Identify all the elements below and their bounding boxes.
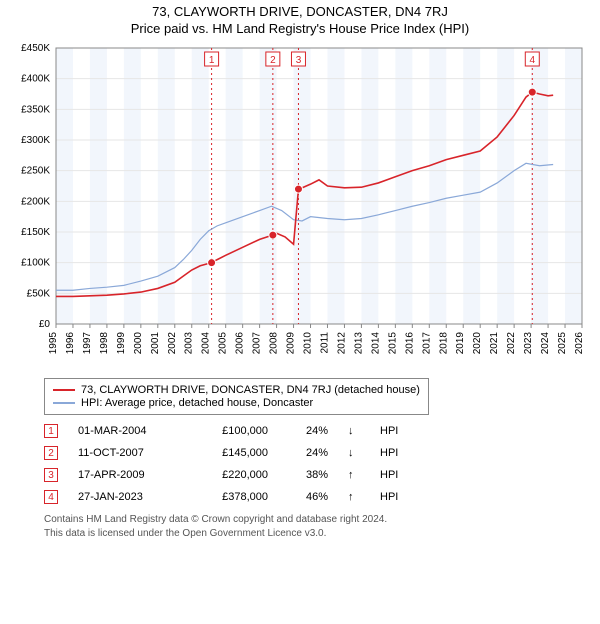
summary-row: 4 27-JAN-2023 £378,000 46% ↑ HPI: [44, 489, 600, 505]
summary-price: £220,000: [198, 469, 268, 481]
arrow-up-icon: ↑: [348, 469, 360, 481]
title-subtitle: Price paid vs. HM Land Registry's House …: [0, 21, 600, 36]
summary-pct: 24%: [288, 447, 328, 459]
svg-text:3: 3: [296, 55, 302, 66]
svg-text:2022: 2022: [506, 332, 517, 355]
svg-text:2003: 2003: [184, 332, 195, 355]
summary-pct: 46%: [288, 491, 328, 503]
svg-text:2020: 2020: [472, 332, 483, 355]
title-address: 73, CLAYWORTH DRIVE, DONCASTER, DN4 7RJ: [0, 4, 600, 19]
svg-text:1: 1: [209, 55, 215, 66]
summary-index-box: 2: [44, 446, 58, 460]
summary-price: £145,000: [198, 447, 268, 459]
svg-text:2007: 2007: [252, 332, 263, 355]
arrow-down-icon: ↓: [348, 425, 360, 437]
svg-text:2010: 2010: [303, 332, 314, 355]
legend-swatch: [53, 389, 75, 391]
legend-label: 73, CLAYWORTH DRIVE, DONCASTER, DN4 7RJ …: [81, 384, 420, 396]
svg-text:2011: 2011: [319, 332, 330, 354]
svg-text:£0: £0: [39, 319, 51, 330]
summary-price: £378,000: [198, 491, 268, 503]
svg-text:2024: 2024: [540, 332, 551, 355]
svg-text:2013: 2013: [353, 332, 364, 355]
svg-text:2017: 2017: [421, 332, 432, 355]
svg-text:2: 2: [270, 55, 276, 66]
summary-row: 1 01-MAR-2004 £100,000 24% ↓ HPI: [44, 423, 600, 439]
legend: 73, CLAYWORTH DRIVE, DONCASTER, DN4 7RJ …: [44, 378, 429, 415]
summary-hpi-label: HPI: [380, 425, 420, 437]
svg-text:2025: 2025: [557, 332, 568, 355]
summary-date: 01-MAR-2004: [78, 425, 178, 437]
svg-text:2001: 2001: [150, 332, 161, 355]
svg-text:£250K: £250K: [21, 166, 50, 177]
legend-label: HPI: Average price, detached house, Donc…: [81, 397, 313, 409]
summary-pct: 38%: [288, 469, 328, 481]
summary-hpi-label: HPI: [380, 469, 420, 481]
svg-text:2016: 2016: [404, 332, 415, 355]
summary-index-box: 4: [44, 490, 58, 504]
transaction-summary: 1 01-MAR-2004 £100,000 24% ↓ HPI 2 11-OCT-2007 £…: [44, 423, 600, 505]
svg-text:2026: 2026: [574, 332, 585, 355]
summary-index-box: 3: [44, 468, 58, 482]
svg-text:2008: 2008: [269, 332, 280, 355]
svg-text:1999: 1999: [116, 332, 127, 355]
svg-text:2012: 2012: [336, 332, 347, 355]
summary-hpi-label: HPI: [380, 447, 420, 459]
svg-text:£450K: £450K: [21, 43, 50, 54]
summary-date: 27-JAN-2023: [78, 491, 178, 503]
summary-date: 17-APR-2009: [78, 469, 178, 481]
summary-date: 11-OCT-2007: [78, 447, 178, 459]
svg-text:£300K: £300K: [21, 135, 50, 146]
svg-text:2005: 2005: [218, 332, 229, 355]
svg-text:£200K: £200K: [21, 196, 50, 207]
svg-text:1998: 1998: [99, 332, 110, 355]
footer-attribution: Contains HM Land Registry data © Crown c…: [44, 513, 600, 540]
svg-text:2014: 2014: [370, 332, 381, 355]
summary-index-box: 1: [44, 424, 58, 438]
footer-line1: Contains HM Land Registry data © Crown c…: [44, 513, 600, 527]
svg-text:2006: 2006: [235, 332, 246, 355]
legend-swatch: [53, 402, 75, 404]
svg-text:1995: 1995: [48, 332, 59, 355]
svg-text:£100K: £100K: [21, 258, 50, 269]
summary-pct: 24%: [288, 425, 328, 437]
svg-text:2018: 2018: [438, 332, 449, 355]
svg-text:2023: 2023: [523, 332, 534, 355]
chart-container: £0 £50K £100K £150K £200K £250K £300K £350K £400…: [10, 42, 590, 372]
svg-text:2000: 2000: [133, 332, 144, 355]
footer-line2: This data is licensed under the Open Gov…: [44, 527, 600, 541]
svg-text:£350K: £350K: [21, 104, 50, 115]
summary-row: 2 11-OCT-2007 £145,000 24% ↓ HPI: [44, 445, 600, 461]
svg-text:2004: 2004: [201, 332, 212, 355]
legend-item: HPI: Average price, detached house, Donc…: [53, 397, 420, 409]
legend-item: 73, CLAYWORTH DRIVE, DONCASTER, DN4 7RJ …: [53, 384, 420, 396]
svg-text:£50K: £50K: [27, 288, 51, 299]
svg-text:4: 4: [530, 55, 536, 66]
summary-hpi-label: HPI: [380, 491, 420, 503]
svg-text:£400K: £400K: [21, 74, 50, 85]
price-chart: £0 £50K £100K £150K £200K £250K £300K £350K £400…: [10, 42, 590, 372]
svg-text:2009: 2009: [286, 332, 297, 355]
arrow-up-icon: ↑: [348, 491, 360, 503]
arrow-down-icon: ↓: [348, 447, 360, 459]
svg-text:1996: 1996: [65, 332, 76, 355]
svg-text:1997: 1997: [82, 332, 93, 355]
svg-text:2002: 2002: [167, 332, 178, 355]
svg-text:£150K: £150K: [21, 227, 50, 238]
svg-text:2019: 2019: [455, 332, 466, 355]
summary-price: £100,000: [198, 425, 268, 437]
svg-text:2015: 2015: [387, 332, 398, 355]
summary-row: 3 17-APR-2009 £220,000 38% ↑ HPI: [44, 467, 600, 483]
svg-text:2021: 2021: [489, 332, 500, 355]
